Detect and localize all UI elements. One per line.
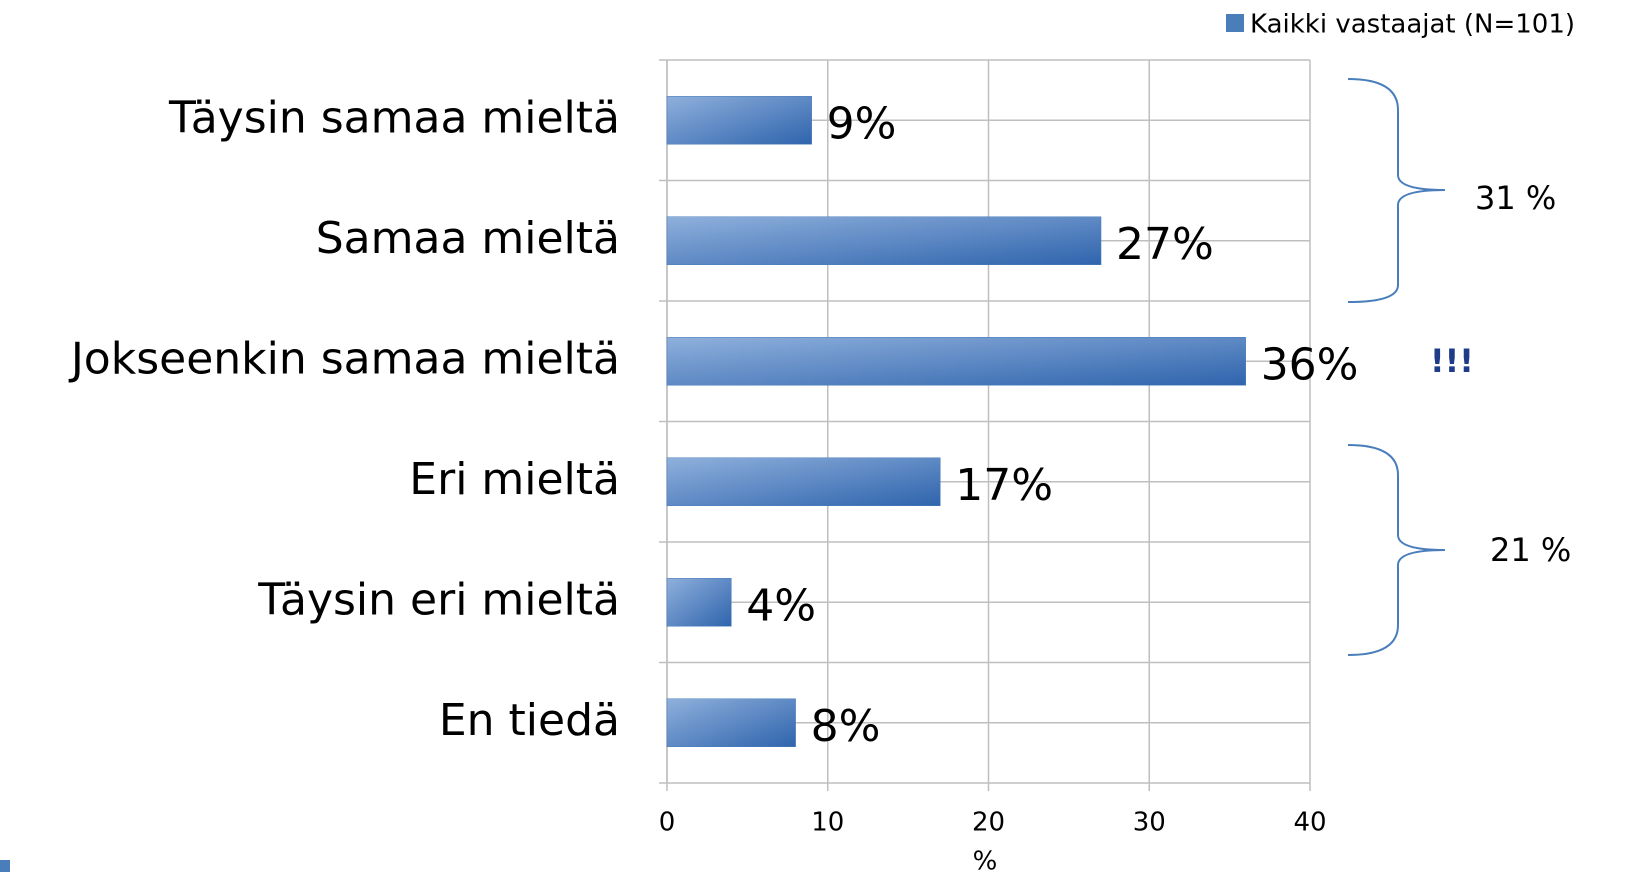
bar <box>666 216 1102 265</box>
brace <box>1347 78 1446 303</box>
x-tick-label: 10 <box>811 808 844 838</box>
annotation: 21 % <box>1490 531 1571 569</box>
data-label: 4% <box>746 580 816 631</box>
y-tick-label: En tiedä <box>439 695 620 746</box>
data-label: 8% <box>811 701 881 752</box>
y-tick-label: Jokseenkin samaa mieltä <box>68 333 620 384</box>
bar <box>666 337 1246 386</box>
x-tick-label: 30 <box>1133 808 1166 838</box>
brace <box>1347 444 1446 656</box>
x-tick-label: 20 <box>972 808 1005 838</box>
bar <box>666 96 812 145</box>
bar <box>666 457 941 506</box>
x-tick-label: 40 <box>1293 808 1326 838</box>
bar <box>666 578 732 627</box>
x-tick-label: 0 <box>659 808 676 838</box>
bar <box>666 698 796 747</box>
annotation: !!! <box>1430 342 1474 380</box>
legend-swatch <box>1226 14 1244 32</box>
data-label: 17% <box>955 460 1053 511</box>
data-label: 27% <box>1116 219 1214 270</box>
data-label: 9% <box>827 98 897 149</box>
y-tick-label: Eri mieltä <box>409 454 620 505</box>
y-tick-label: Täysin eri mieltä <box>257 574 620 625</box>
legend-label: Kaikki vastaajat (N=101) <box>1250 10 1575 40</box>
x-axis-label: % <box>973 847 998 872</box>
y-tick-label: Samaa mieltä <box>316 213 620 264</box>
decoration <box>0 860 10 872</box>
annotation: 31 % <box>1475 179 1556 217</box>
data-label: 36% <box>1261 339 1359 390</box>
y-tick-label: Täysin samaa mieltä <box>168 92 620 143</box>
